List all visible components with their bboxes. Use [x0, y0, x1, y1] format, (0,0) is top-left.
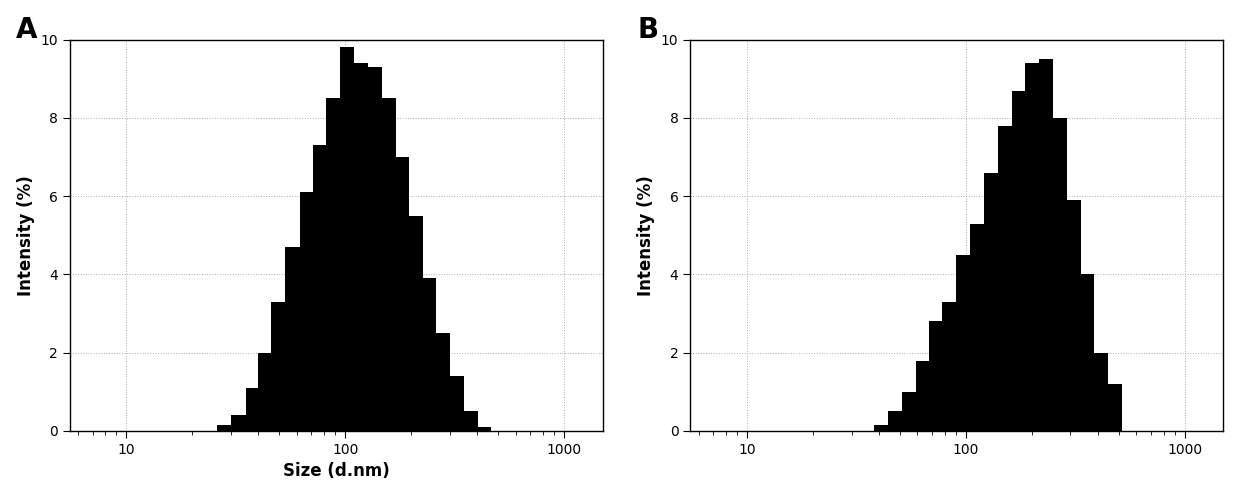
Bar [396, 157, 409, 431]
Y-axis label: Intensity (%): Intensity (%) [637, 175, 656, 296]
Bar [258, 353, 272, 431]
Bar [970, 224, 985, 431]
Bar [1095, 353, 1109, 431]
Bar [942, 302, 956, 431]
Bar [382, 98, 396, 431]
Bar [1066, 200, 1080, 431]
Bar [300, 192, 312, 431]
Bar [874, 425, 888, 431]
Bar [312, 145, 326, 431]
Text: A: A [16, 16, 38, 44]
Bar [1039, 59, 1053, 431]
Bar [423, 278, 436, 431]
Bar [985, 172, 998, 431]
Bar [1012, 90, 1025, 431]
X-axis label: Size (d.nm): Size (d.nm) [283, 462, 389, 480]
Bar [231, 415, 246, 431]
Bar [272, 302, 285, 431]
Bar [464, 412, 477, 431]
Bar [341, 47, 355, 431]
Bar [450, 376, 464, 431]
Bar [901, 392, 916, 431]
Bar [368, 67, 382, 431]
Text: B: B [637, 16, 658, 44]
Bar [888, 412, 901, 431]
Bar [285, 247, 300, 431]
Bar [355, 63, 368, 431]
Bar [246, 388, 258, 431]
Bar [998, 126, 1012, 431]
Bar [217, 425, 231, 431]
Bar [409, 216, 423, 431]
Bar [326, 98, 341, 431]
Y-axis label: Intensity (%): Intensity (%) [16, 175, 35, 296]
Bar [1109, 384, 1122, 431]
Bar [1080, 274, 1095, 431]
Bar [956, 255, 970, 431]
Bar [1025, 63, 1039, 431]
Bar [929, 322, 942, 431]
Bar [477, 427, 491, 431]
Bar [436, 333, 450, 431]
Bar [1053, 118, 1066, 431]
Bar [916, 360, 929, 431]
